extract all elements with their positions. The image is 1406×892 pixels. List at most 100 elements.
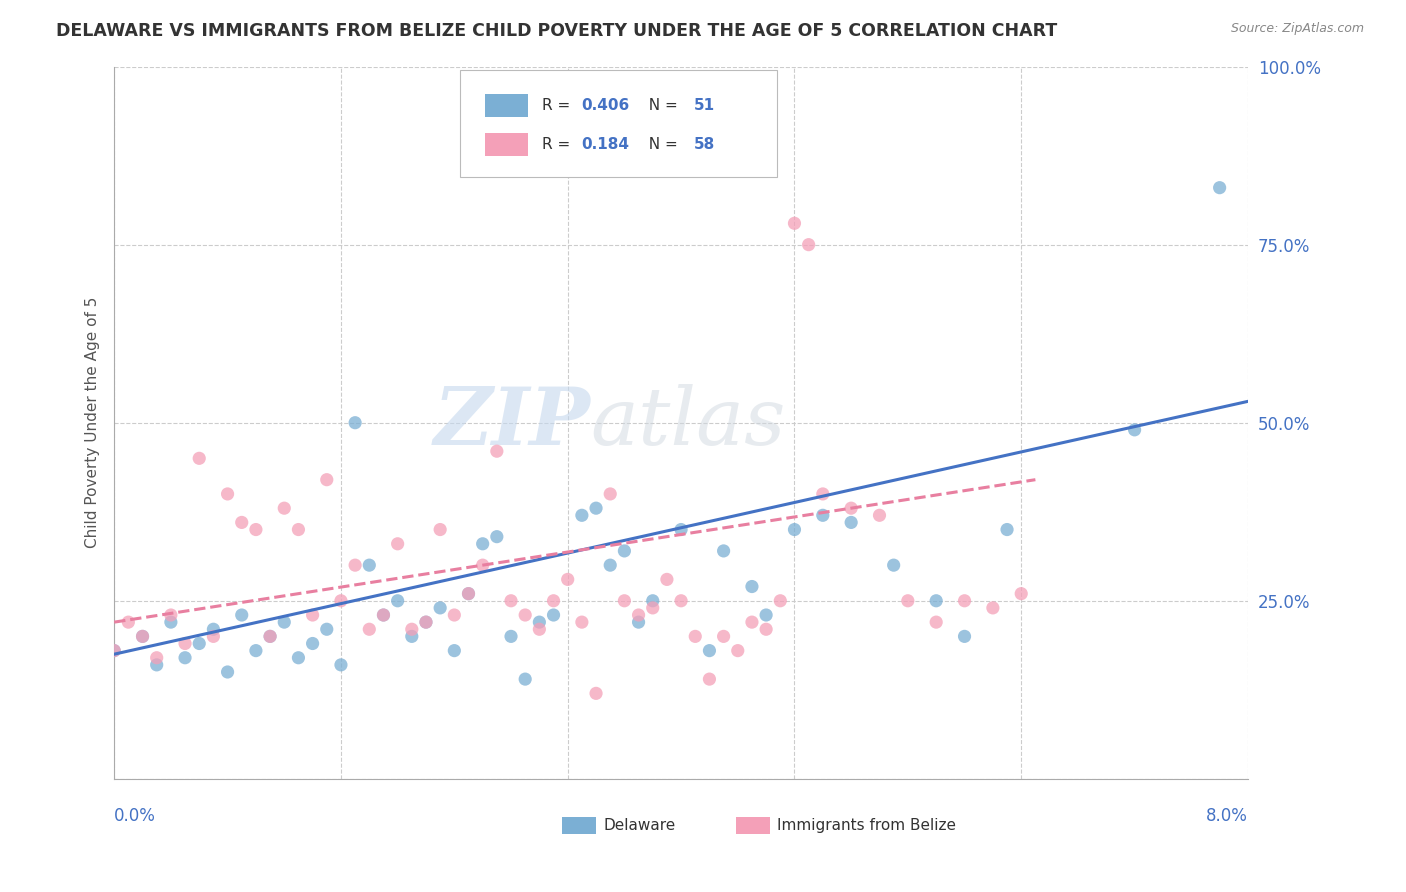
Point bbox=[613, 594, 636, 608]
Point bbox=[599, 558, 621, 573]
Text: 58: 58 bbox=[693, 136, 714, 152]
Point bbox=[839, 501, 862, 516]
Point bbox=[315, 622, 337, 636]
Point bbox=[571, 508, 593, 523]
Point bbox=[103, 643, 125, 657]
Point bbox=[485, 530, 508, 544]
Point bbox=[287, 523, 309, 537]
Point bbox=[145, 657, 167, 672]
Point bbox=[145, 650, 167, 665]
Point bbox=[925, 594, 948, 608]
Point bbox=[953, 594, 976, 608]
Point bbox=[529, 615, 551, 629]
Point bbox=[329, 594, 352, 608]
Point bbox=[499, 629, 522, 643]
Point bbox=[783, 216, 806, 230]
Point bbox=[160, 615, 183, 629]
Point bbox=[571, 615, 593, 629]
Text: R =: R = bbox=[541, 98, 575, 113]
Point bbox=[259, 629, 281, 643]
Point bbox=[359, 558, 381, 573]
Text: 0.406: 0.406 bbox=[581, 98, 630, 113]
Point bbox=[443, 607, 465, 622]
Point bbox=[359, 622, 381, 636]
Point bbox=[741, 615, 763, 629]
Point bbox=[699, 643, 721, 657]
Point bbox=[287, 650, 309, 665]
Point bbox=[515, 607, 537, 622]
Text: Immigrants from Belize: Immigrants from Belize bbox=[778, 818, 956, 832]
Point bbox=[202, 629, 225, 643]
Point bbox=[415, 615, 437, 629]
Point bbox=[1208, 180, 1230, 194]
Point bbox=[429, 523, 451, 537]
Point bbox=[683, 629, 706, 643]
FancyBboxPatch shape bbox=[460, 70, 778, 177]
Point bbox=[755, 622, 778, 636]
Point bbox=[217, 665, 239, 679]
Point bbox=[301, 636, 323, 650]
Point bbox=[797, 237, 820, 252]
Point bbox=[373, 607, 395, 622]
Text: 0.184: 0.184 bbox=[581, 136, 630, 152]
Point bbox=[188, 636, 211, 650]
Text: N =: N = bbox=[640, 98, 683, 113]
Point bbox=[103, 643, 125, 657]
Point bbox=[217, 487, 239, 501]
Point bbox=[669, 523, 692, 537]
Point bbox=[883, 558, 905, 573]
Point bbox=[925, 615, 948, 629]
Point bbox=[1123, 423, 1146, 437]
Point bbox=[585, 501, 607, 516]
Text: 8.0%: 8.0% bbox=[1206, 807, 1249, 825]
Point bbox=[344, 558, 367, 573]
Text: DELAWARE VS IMMIGRANTS FROM BELIZE CHILD POVERTY UNDER THE AGE OF 5 CORRELATION : DELAWARE VS IMMIGRANTS FROM BELIZE CHILD… bbox=[56, 22, 1057, 40]
Point bbox=[669, 594, 692, 608]
Point bbox=[543, 594, 565, 608]
Point bbox=[188, 451, 211, 466]
Text: ZIP: ZIP bbox=[433, 384, 591, 461]
Point bbox=[401, 622, 423, 636]
Point bbox=[839, 516, 862, 530]
Text: 51: 51 bbox=[693, 98, 714, 113]
Point bbox=[202, 622, 225, 636]
Point bbox=[515, 672, 537, 686]
Point bbox=[953, 629, 976, 643]
Point bbox=[457, 587, 479, 601]
Point bbox=[373, 607, 395, 622]
Point bbox=[543, 607, 565, 622]
Point bbox=[245, 523, 267, 537]
Point bbox=[755, 607, 778, 622]
Text: Source: ZipAtlas.com: Source: ZipAtlas.com bbox=[1230, 22, 1364, 36]
Text: atlas: atlas bbox=[591, 384, 786, 461]
Point bbox=[117, 615, 139, 629]
Point bbox=[897, 594, 920, 608]
Point bbox=[981, 600, 1004, 615]
Point bbox=[995, 523, 1018, 537]
Point bbox=[471, 558, 494, 573]
Point bbox=[131, 629, 153, 643]
FancyBboxPatch shape bbox=[485, 133, 529, 155]
Text: N =: N = bbox=[640, 136, 683, 152]
Point bbox=[713, 629, 735, 643]
Point bbox=[231, 607, 253, 622]
Point bbox=[344, 416, 367, 430]
Point bbox=[627, 615, 650, 629]
Point bbox=[174, 636, 197, 650]
Point bbox=[613, 544, 636, 558]
Point bbox=[769, 594, 792, 608]
Point bbox=[429, 600, 451, 615]
Point bbox=[131, 629, 153, 643]
Point bbox=[457, 587, 479, 601]
Point bbox=[245, 643, 267, 657]
Point bbox=[301, 607, 323, 622]
Point bbox=[699, 672, 721, 686]
Point bbox=[869, 508, 891, 523]
Point bbox=[259, 629, 281, 643]
Point bbox=[585, 686, 607, 700]
FancyBboxPatch shape bbox=[562, 816, 596, 834]
Point bbox=[783, 523, 806, 537]
Point bbox=[557, 573, 579, 587]
Point bbox=[387, 537, 409, 551]
Point bbox=[811, 508, 834, 523]
